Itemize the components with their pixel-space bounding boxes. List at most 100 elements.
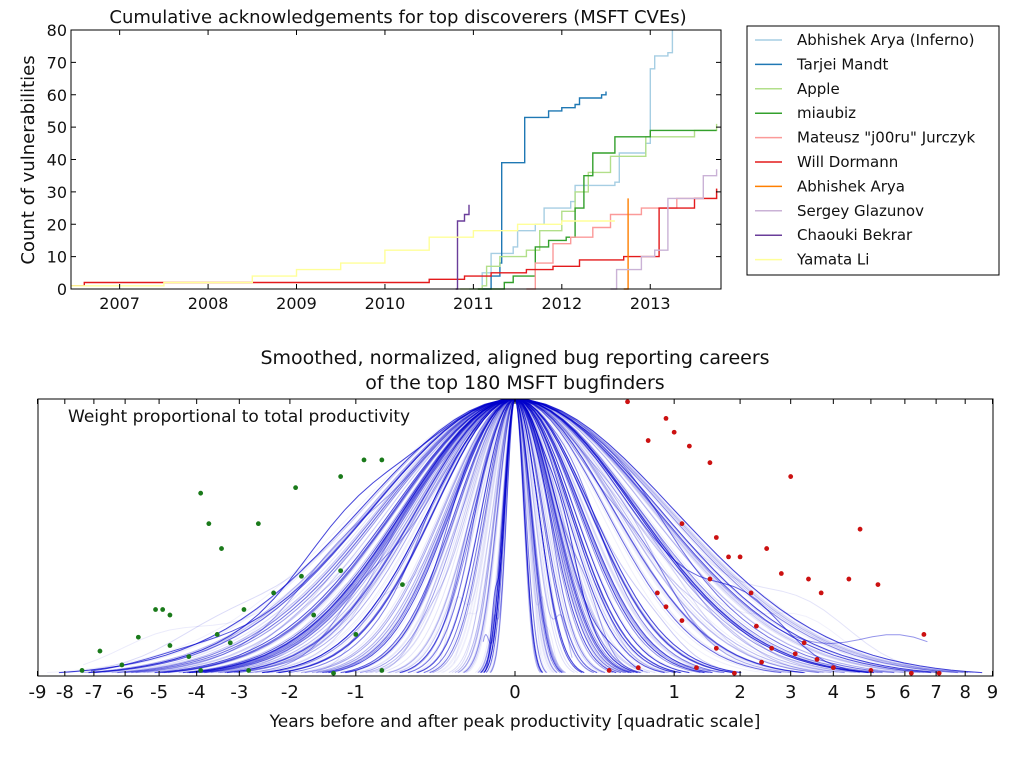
career-end-marker-26 xyxy=(830,665,836,671)
cumulative-y-ticks: 0 10 20 30 40 50 60 70 80 xyxy=(47,21,721,299)
career-curve-63 xyxy=(237,399,804,674)
career-curve-120 xyxy=(457,399,807,674)
career-end-marker-11 xyxy=(764,546,770,551)
career-curve-162 xyxy=(135,399,791,674)
legend-entry-9: Yamata Li xyxy=(796,251,869,269)
career-end-marker-28 xyxy=(908,670,914,676)
career-curve-156 xyxy=(454,399,690,674)
career-curve-83 xyxy=(316,399,670,674)
series-line-4 xyxy=(526,188,718,290)
career-curve-41 xyxy=(483,399,676,674)
career-curve-163 xyxy=(217,399,542,674)
career-end-marker-9 xyxy=(726,554,731,560)
career-start-marker-8 xyxy=(400,582,405,587)
career-start-marker-5 xyxy=(338,474,344,479)
career-curve-53 xyxy=(483,399,614,674)
career-curve-79 xyxy=(332,399,708,674)
career-end-marker-35 xyxy=(801,640,807,646)
careers-x-tick-label: 4 xyxy=(828,682,839,703)
career-curve-155 xyxy=(353,399,958,674)
y-tick-label: 70 xyxy=(47,53,67,72)
career-curve-91 xyxy=(261,399,617,674)
career-end-marker-31 xyxy=(635,665,641,671)
career-start-marker-15 xyxy=(167,612,173,618)
career-end-marker-38 xyxy=(654,590,660,596)
career-curve-176 xyxy=(328,399,665,674)
career-curve-115 xyxy=(165,399,919,674)
career-curve-60 xyxy=(413,399,549,674)
career-curve-158 xyxy=(401,399,845,674)
career-curve-68 xyxy=(479,399,544,673)
career-curve-32 xyxy=(205,399,821,674)
career-curve-35 xyxy=(193,399,635,674)
career-curve-92 xyxy=(304,399,873,674)
career-curve-87 xyxy=(182,399,632,674)
careers-chart-xlabel: Years before and after peak productivity… xyxy=(269,712,761,732)
career-end-marker-30 xyxy=(606,668,612,673)
series-line-7 xyxy=(610,169,718,290)
career-curve-151 xyxy=(129,399,719,674)
legend-entry-7: Sergey Glazunov xyxy=(797,202,924,220)
career-curve-67 xyxy=(164,399,860,674)
y-tick-label: 40 xyxy=(47,151,67,170)
career-end-marker-29 xyxy=(936,670,942,676)
careers-x-tick-label: 7 xyxy=(930,682,941,703)
career-curve-113 xyxy=(226,399,705,674)
career-end-marker-34 xyxy=(759,659,764,665)
career-curve-30 xyxy=(457,399,921,674)
career-curve-34 xyxy=(426,399,613,674)
career-curve-132 xyxy=(159,399,681,674)
career-curve-108 xyxy=(375,399,824,673)
career-curve-78 xyxy=(67,399,633,673)
career-curve-164 xyxy=(345,399,944,674)
cumulative-legend: Abhishek Arya (Inferno) Tarjei Mandt Apple… xyxy=(746,25,1000,276)
careers-chart: Smoothed, normalized, aligned bug report… xyxy=(29,347,999,732)
series-line-1 xyxy=(482,91,607,290)
careers-plot-area xyxy=(46,399,983,676)
career-curve-133 xyxy=(195,399,734,674)
careers-x-tick-label: -4 xyxy=(188,682,206,703)
career-curve-24 xyxy=(415,399,734,674)
careers-x-tick-label: -6 xyxy=(116,682,134,703)
career-curve-1 xyxy=(224,399,585,674)
career-start-marker-10 xyxy=(338,568,344,574)
career-curve-57 xyxy=(423,399,593,674)
x-tick-label: 2012 xyxy=(541,294,582,313)
career-curve-114 xyxy=(88,399,541,674)
career-curve-105 xyxy=(124,399,626,674)
legend-entry-4: Mateusz "j00ru" Jurczyk xyxy=(797,129,975,147)
legend-entry-0: Abhishek Arya (Inferno) xyxy=(797,31,974,49)
career-curve-134 xyxy=(107,399,541,674)
career-curve-173 xyxy=(480,399,722,674)
x-tick-label: 2009 xyxy=(276,294,317,313)
career-curve-15 xyxy=(229,399,629,674)
career-end-marker-3 xyxy=(645,438,651,443)
career-curve-165 xyxy=(484,399,861,673)
career-end-marker-18 xyxy=(921,632,927,637)
career-curve-13 xyxy=(429,399,875,674)
careers-chart-title-line1: Smoothed, normalized, aligned bug report… xyxy=(260,347,769,369)
career-start-marker-16 xyxy=(160,607,166,612)
y-tick-label: 50 xyxy=(47,118,67,137)
career-curve-6 xyxy=(146,399,585,674)
career-end-marker-7 xyxy=(679,521,685,527)
career-end-marker-21 xyxy=(713,645,719,651)
career-curve-8 xyxy=(117,399,883,674)
career-curve-47 xyxy=(195,399,957,674)
career-start-marker-7 xyxy=(379,457,385,463)
careers-x-tick-label: 0 xyxy=(509,682,520,703)
x-tick-label: 2011 xyxy=(453,294,494,313)
career-curve-139 xyxy=(316,399,639,674)
career-end-marker-32 xyxy=(694,665,699,671)
career-curve-178 xyxy=(178,399,598,674)
y-tick-label: 30 xyxy=(47,183,67,202)
cumulative-chart-ylabel: Count of vulnerabilities xyxy=(18,55,39,264)
career-end-marker-4 xyxy=(686,443,692,449)
career-curve-10 xyxy=(355,399,820,674)
career-curve-100 xyxy=(441,399,785,674)
career-curve-161 xyxy=(90,399,644,672)
career-curve-140 xyxy=(111,399,583,674)
series-line-0 xyxy=(469,30,674,290)
career-end-marker-1 xyxy=(663,415,669,421)
